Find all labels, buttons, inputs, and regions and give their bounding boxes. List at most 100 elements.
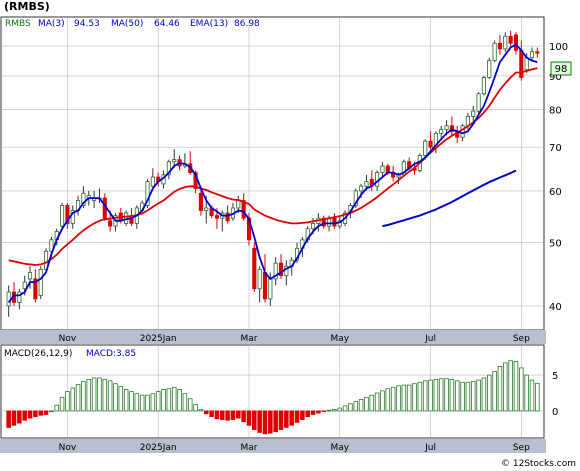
macd-bar xyxy=(75,383,81,412)
macd-bar xyxy=(203,410,209,415)
macd-bar xyxy=(252,410,257,430)
candle-body xyxy=(65,205,70,224)
ma3-line xyxy=(7,43,538,303)
date-axis-label: 2025Jan xyxy=(140,334,177,344)
macd-bar xyxy=(412,383,417,412)
macd-bar xyxy=(524,374,529,412)
macd-bar xyxy=(428,379,433,412)
macd-bar xyxy=(310,410,316,415)
date-axis-strip xyxy=(0,330,546,344)
macd-bar xyxy=(65,391,70,412)
date-axis-label: Jul xyxy=(424,334,436,344)
macd-bar xyxy=(284,410,289,428)
macd-bar xyxy=(476,379,481,412)
candle-body xyxy=(262,272,268,300)
macd-bar xyxy=(220,410,225,420)
macd-bar xyxy=(145,394,150,412)
macd-bar xyxy=(273,410,278,433)
ma50-line xyxy=(382,169,517,228)
candle-body xyxy=(449,125,454,132)
date-axis-label-bottom: Nov xyxy=(59,443,77,453)
macd-bar xyxy=(390,386,396,412)
candle-body xyxy=(332,217,337,227)
candle-body xyxy=(236,200,241,209)
macd-bar xyxy=(97,377,102,412)
macd-bar xyxy=(187,398,193,412)
candle-body xyxy=(198,192,203,211)
candle-body xyxy=(476,93,481,112)
macd-bar xyxy=(380,390,385,412)
legend-ema13-value: 86.98 xyxy=(234,19,260,29)
legend-ma3-value: 94.53 xyxy=(74,19,100,29)
candle-body xyxy=(524,57,529,71)
candle-body xyxy=(353,190,358,206)
macd-bar xyxy=(86,378,92,412)
ema13-line xyxy=(8,67,538,266)
macd-bar xyxy=(492,371,497,412)
macd-bar xyxy=(438,378,444,412)
macd-bar xyxy=(38,410,43,416)
macd-bar xyxy=(406,384,412,412)
date-axis-labels: Nov 2025Jan Mar May Jul Sep xyxy=(59,334,530,344)
candle-body xyxy=(310,223,316,230)
macd-bar xyxy=(171,386,177,412)
candle-body xyxy=(535,51,540,54)
candle-body xyxy=(150,176,155,187)
date-axis-label: Mar xyxy=(240,334,257,344)
candle-body xyxy=(204,207,209,211)
macd-bar xyxy=(449,378,455,412)
candle-body xyxy=(471,110,476,117)
date-axis-label-bottom: Jul xyxy=(424,443,436,453)
macd-histogram xyxy=(6,360,540,435)
date-axis-label: Nov xyxy=(59,334,77,344)
price-y-tick-label: 70 xyxy=(549,143,562,154)
date-axis-label: Sep xyxy=(513,334,530,344)
macd-bar xyxy=(43,410,49,415)
macd-bar xyxy=(278,410,284,430)
macd-bar xyxy=(59,396,65,412)
macd-bar xyxy=(177,389,182,412)
macd-bar xyxy=(257,410,262,433)
candle-body xyxy=(503,35,508,50)
macd-bar xyxy=(236,410,241,419)
macd-bar xyxy=(134,393,140,412)
macd-bar xyxy=(513,361,519,412)
candle-body xyxy=(519,49,524,78)
legend-ema13-name: EMA(13) xyxy=(190,19,228,29)
candle-body xyxy=(166,161,171,176)
macd-bar xyxy=(396,385,401,412)
macd-bar xyxy=(123,389,129,412)
macd-bar xyxy=(369,394,375,412)
macd-bar xyxy=(241,410,246,423)
macd-bar xyxy=(497,366,503,412)
candle-body xyxy=(22,281,27,290)
macd-bar xyxy=(503,362,508,412)
macd-bar xyxy=(166,388,172,412)
macd-bar xyxy=(385,388,391,412)
candle-body xyxy=(172,159,177,163)
price-y-tick-label: 40 xyxy=(549,302,562,313)
macd-bar xyxy=(155,391,161,412)
macd-bar xyxy=(316,410,321,414)
macd-bar xyxy=(337,407,343,412)
macd-bar xyxy=(460,381,465,412)
macd-bar xyxy=(465,381,471,412)
macd-bar xyxy=(342,405,348,412)
candle-body xyxy=(487,60,492,78)
macd-bar xyxy=(113,383,118,412)
price-y-tick-label: 50 xyxy=(549,239,562,250)
candle-body xyxy=(108,220,113,227)
macd-bar xyxy=(487,374,492,412)
macd-bar xyxy=(508,360,513,412)
date-axis-label-bottom: Sep xyxy=(513,443,530,453)
price-grid xyxy=(2,18,543,329)
price-y-tick-labels: 100 90 80 70 60 50 40 xyxy=(549,42,568,313)
macd-bar xyxy=(246,410,252,426)
macd-bar xyxy=(107,380,113,412)
macd-bar xyxy=(129,391,134,412)
macd-bar xyxy=(535,382,540,412)
candle-body xyxy=(513,34,519,51)
candle-body xyxy=(225,212,230,222)
watermark: © 12Stocks.com xyxy=(501,459,576,469)
macd-bar xyxy=(161,389,166,412)
